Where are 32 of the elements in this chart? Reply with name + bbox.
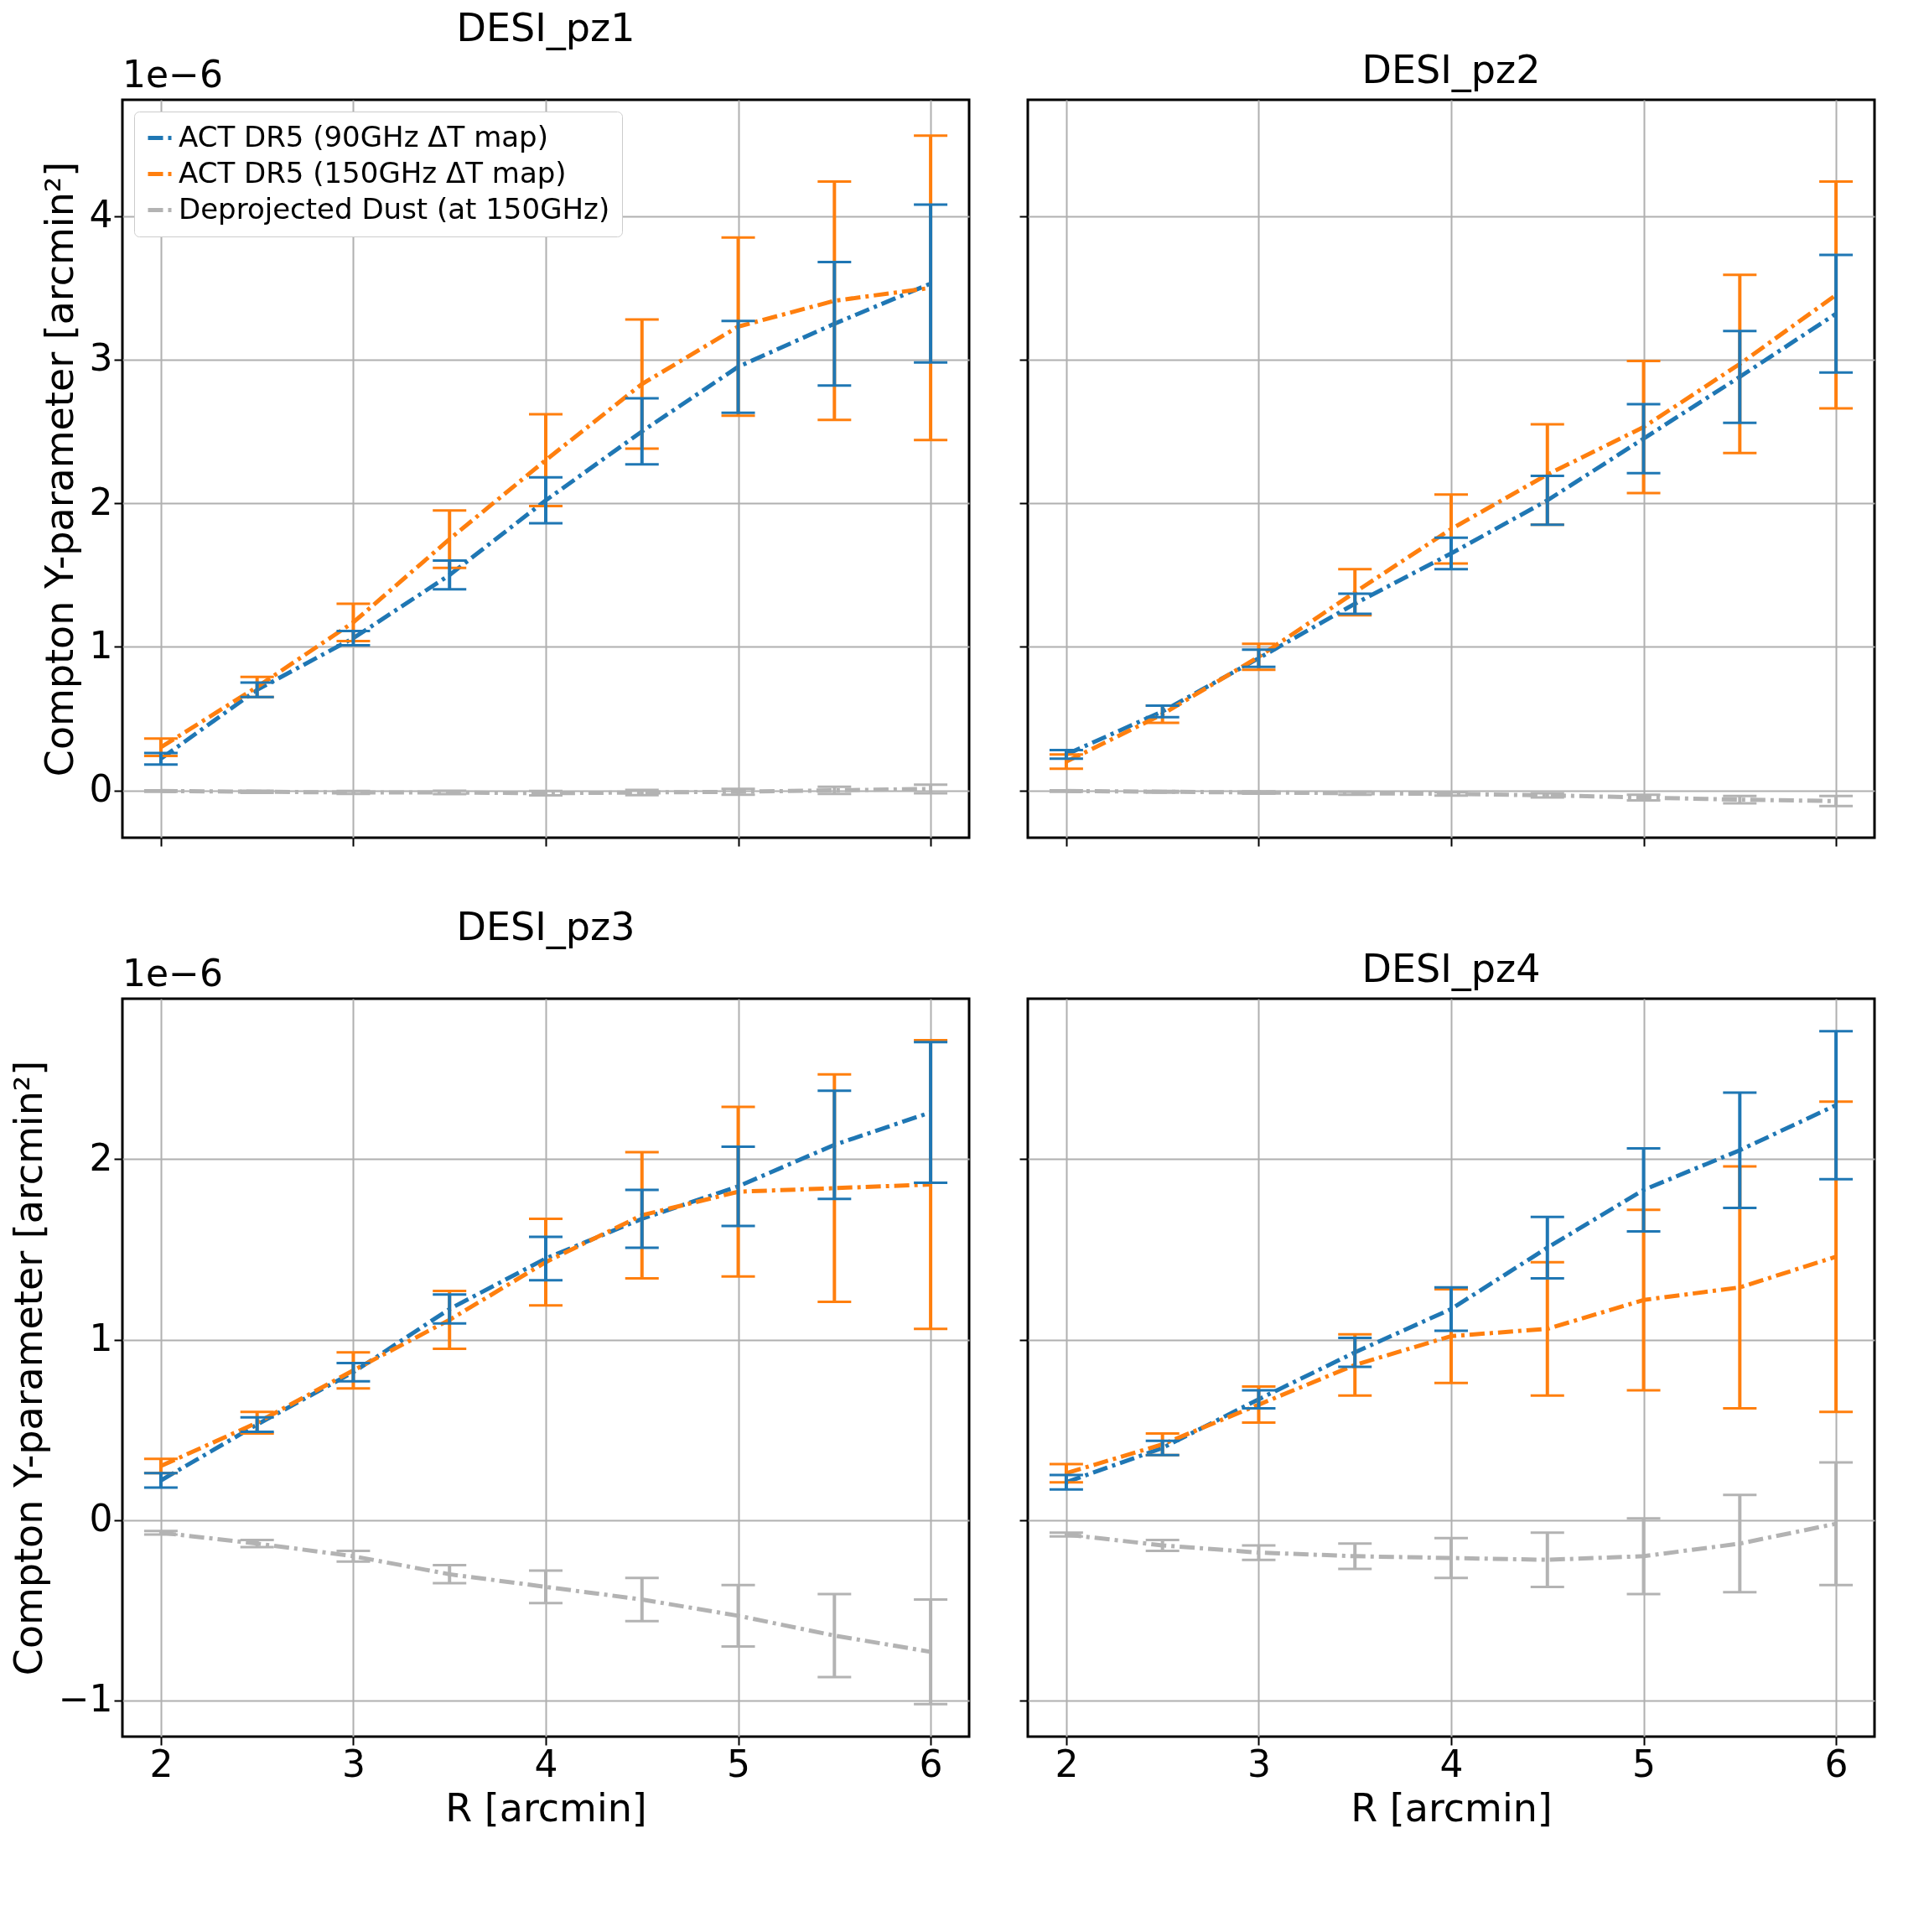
chart-title: DESI_pz3 <box>456 904 635 949</box>
legend-label: ACT DR5 (150GHz ΔT map) <box>179 155 567 190</box>
x-tick-label: 3 <box>341 1742 366 1785</box>
x-tick-label: 4 <box>534 1742 558 1785</box>
x-tick-label: 6 <box>919 1742 943 1785</box>
x-axis-title: R [arcmin] <box>1351 1784 1553 1831</box>
text: 1e−6 <box>122 53 223 96</box>
x-tick-label: 5 <box>727 1742 751 1785</box>
y-tick-label: −1 <box>58 1677 113 1721</box>
y-tick-label: 0 <box>89 767 113 810</box>
chart-title: DESI_pz1 <box>456 5 635 50</box>
y-tick-label: 2 <box>89 480 113 523</box>
x-tick-label: 2 <box>149 1742 174 1785</box>
y-tick-label: 3 <box>89 336 113 380</box>
x-axis-title: R [arcmin] <box>445 1784 647 1831</box>
x-tick-label: 3 <box>1247 1742 1271 1785</box>
y-axis-title: Compton Y-parameter [arcmin²] <box>5 1060 51 1676</box>
legend-label: ACT DR5 (90GHz ΔT map) <box>179 119 548 153</box>
text: 1e−6 <box>122 952 223 995</box>
chart-title: DESI_pz2 <box>1361 47 1541 92</box>
chart-title: DESI_pz4 <box>1361 946 1541 991</box>
x-tick-label: 6 <box>1824 1742 1849 1785</box>
y-tick-label: 1 <box>89 1317 113 1360</box>
y-tick-label: 2 <box>89 1135 113 1179</box>
y-axis-title: Compton Y-parameter [arcmin²] <box>36 161 82 777</box>
x-tick-label: 5 <box>1632 1742 1657 1785</box>
x-tick-label: 4 <box>1439 1742 1464 1785</box>
x-tick-label: 2 <box>1055 1742 1079 1785</box>
y-tick-label: 4 <box>89 193 113 236</box>
y-tick-label: 1 <box>89 623 113 667</box>
legend-label: Deprojected Dust (at 150GHz) <box>179 191 610 226</box>
y-tick-label: 0 <box>89 1497 113 1540</box>
